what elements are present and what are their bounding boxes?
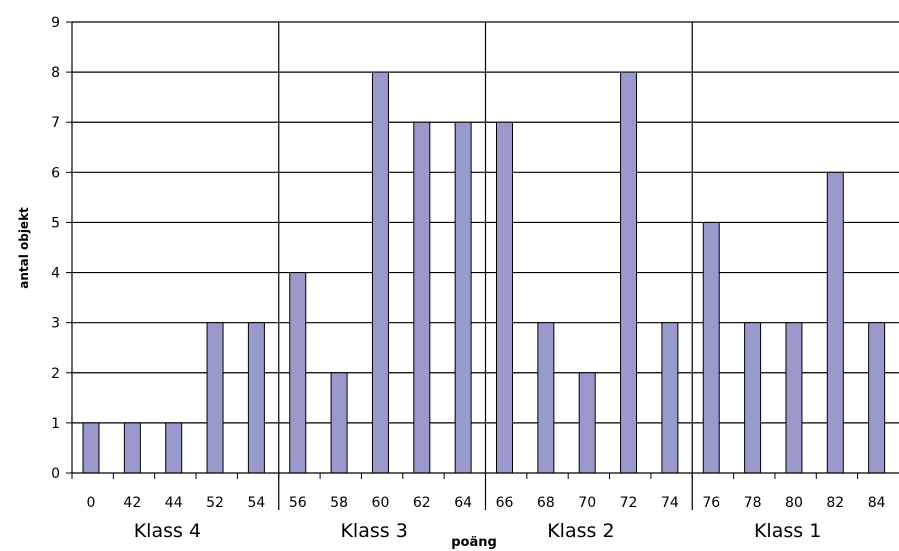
y-tick-label: 6 <box>51 165 60 181</box>
bar <box>330 372 348 474</box>
x-tick-label: 80 <box>785 495 803 511</box>
x-tick-label: 42 <box>123 495 141 511</box>
x-tick-label: 56 <box>289 495 307 511</box>
bar <box>206 322 224 474</box>
y-tick-label: 3 <box>51 316 60 332</box>
x-tick-label: 62 <box>413 495 431 511</box>
bar <box>578 372 596 474</box>
x-tick-label: 72 <box>620 495 638 511</box>
y-axis-label: antal objekt <box>17 207 31 289</box>
bar <box>496 121 513 474</box>
y-tick-label: 4 <box>51 266 60 282</box>
bar <box>785 322 803 474</box>
x-tick-label: 74 <box>661 495 679 511</box>
x-tick-label: 0 <box>87 495 96 511</box>
x-tick-label: 84 <box>868 495 886 511</box>
group-label: Klass 3 <box>340 520 407 542</box>
bar <box>744 322 762 474</box>
x-tick-label: 60 <box>372 495 390 511</box>
x-tick-label: 52 <box>206 495 224 511</box>
x-tick-labels: 0 42 44 52 54 56 58 60 62 64 66 68 70 72 74 76 78 80 82 84 <box>87 495 886 511</box>
bar <box>413 121 431 474</box>
y-tick-label: 9 <box>51 15 60 31</box>
bar <box>371 71 389 474</box>
y-tick-label: 8 <box>51 65 60 81</box>
axes <box>66 21 899 510</box>
bar <box>537 322 555 474</box>
x-tick-label: 78 <box>744 495 762 511</box>
y-tick-label: 5 <box>51 215 60 231</box>
bar <box>165 422 183 474</box>
group-label: Klass 2 <box>547 520 614 542</box>
group-labels: Klass 4 Klass 3 Klass 2 Klass 1 <box>134 520 822 542</box>
bar <box>661 322 679 474</box>
y-tick-labels: 0 1 2 3 4 5 6 7 8 9 <box>51 15 60 482</box>
x-tick-label: 76 <box>702 495 720 511</box>
bar <box>826 171 844 474</box>
x-axis-label: poäng <box>451 535 497 550</box>
group-label: Klass 4 <box>134 520 201 542</box>
x-tick-label: 66 <box>496 495 514 511</box>
bar <box>454 121 472 474</box>
bar <box>620 71 638 474</box>
y-tick-label: 2 <box>51 366 60 382</box>
x-tick-label: 54 <box>247 495 265 511</box>
bar <box>289 272 307 474</box>
x-tick-label: 82 <box>826 495 844 511</box>
bar <box>123 422 141 474</box>
y-tick-label: 1 <box>51 416 60 432</box>
bar <box>247 322 265 474</box>
y-tick-label: 7 <box>51 115 60 131</box>
x-tick-label: 70 <box>578 495 596 511</box>
x-tick-label: 64 <box>454 495 472 511</box>
x-tick-label: 58 <box>330 495 348 511</box>
bar <box>868 322 886 474</box>
bar <box>702 221 720 474</box>
x-tick-label: 44 <box>165 495 183 511</box>
x-tick-label: 68 <box>537 495 555 511</box>
group-label: Klass 1 <box>754 520 821 542</box>
bar <box>82 422 100 474</box>
y-tick-label: 0 <box>51 466 60 482</box>
